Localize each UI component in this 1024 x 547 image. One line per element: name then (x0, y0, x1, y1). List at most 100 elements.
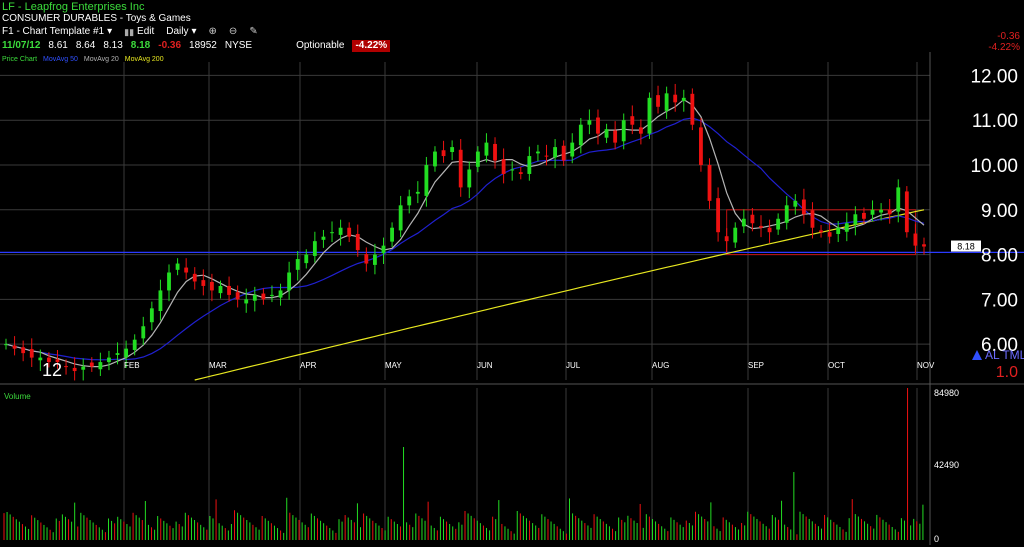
quote-line: 11/07/12 8.61 8.64 8.13 8.18 -0.36 18952… (2, 40, 391, 52)
draw-pencil-icon[interactable]: ✎ (249, 26, 258, 37)
candle-body (578, 124, 583, 146)
candle-body (759, 225, 763, 228)
ma20-path (5, 98, 925, 368)
price-tick-label: 9.00 (981, 201, 1018, 222)
candle-body (175, 263, 180, 270)
candle-body (38, 357, 43, 361)
candle-body (304, 254, 309, 264)
candle-body (124, 348, 129, 358)
candle-body (784, 205, 789, 223)
candle-body (862, 212, 866, 219)
quote-open: 8.61 (48, 40, 68, 51)
candle-body (844, 223, 849, 232)
volume-tick-label: 84980 (934, 388, 959, 398)
candle-body (896, 187, 901, 212)
candle-body (330, 232, 334, 234)
volume-axis: 84980 42490 0 Volume (4, 388, 959, 544)
candle-body (415, 191, 420, 194)
legend-ma50[interactable]: MovAvg 50 (43, 56, 78, 63)
candle-body (390, 227, 394, 242)
ma200-line (194, 209, 925, 381)
price-tick-label: 10.00 (970, 156, 1018, 177)
candle-body (656, 95, 660, 107)
candle-body (244, 299, 249, 304)
candle-body (596, 117, 600, 134)
month-tick-label: OCT (828, 361, 845, 370)
candle-body (776, 218, 781, 230)
candle-body (913, 233, 918, 246)
candle-body (510, 169, 515, 171)
volume-bars (3, 388, 924, 540)
candle-body (879, 209, 884, 213)
zoom-in-icon[interactable]: ⊕ (208, 26, 217, 37)
month-tick-label: APR (300, 361, 317, 370)
template-dropdown[interactable]: F1 - Chart Template #1 ▾ (2, 26, 112, 38)
candle-body (853, 214, 858, 225)
badge-value: 1.0 (996, 364, 1018, 381)
quote-low: 8.13 (103, 40, 123, 51)
candle-body (201, 280, 206, 286)
candle-body (312, 241, 317, 256)
candle-body (810, 210, 815, 228)
volume-tick-label: 42490 (934, 460, 959, 470)
candle-body (158, 290, 163, 312)
candle-body (887, 209, 892, 215)
candle-body (458, 149, 463, 188)
candle-body (209, 281, 214, 291)
candle-body (338, 227, 343, 235)
candle-body (493, 143, 497, 161)
candle-body (467, 169, 472, 188)
price-tick-label: 8.00 (981, 246, 1018, 267)
template-label: F1 - Chart Template #1 (2, 26, 105, 37)
support-line (0, 209, 1024, 256)
candle-body (398, 205, 403, 231)
last-price-tag (951, 240, 981, 252)
month-tick-label: SEP (748, 361, 764, 370)
candle-body (89, 362, 94, 367)
candle-body (167, 272, 171, 291)
candle-body (733, 227, 738, 243)
candle-body (613, 130, 618, 143)
month-axis: FEB MAR APR MAY JUN JUL AUG SEP OCT NOV 12 (42, 360, 935, 380)
candle-body (227, 285, 231, 295)
candle-body (287, 272, 292, 291)
legend-price-chart[interactable]: Price Chart (2, 56, 38, 63)
edit-label: Edit (137, 26, 155, 37)
candle-body (433, 151, 437, 167)
candle-body (55, 359, 60, 363)
candle-body (664, 93, 669, 111)
legend-ma20[interactable]: MovAvg 20 (83, 56, 119, 63)
candle-body (261, 293, 266, 300)
candle-body (364, 254, 369, 264)
candle-body (12, 345, 17, 349)
candle-body (115, 353, 120, 355)
last-price-label: 8.18 (957, 242, 975, 252)
chevron-down-icon: ▾ (191, 26, 197, 37)
candle-body (536, 151, 540, 154)
month-tick-label: AUG (652, 361, 669, 370)
candle-body (441, 150, 446, 157)
quote-exchange: NYSE (224, 40, 253, 51)
legend-ma200[interactable]: MovAvg 200 (124, 56, 164, 63)
month-tick-label: MAY (385, 361, 402, 370)
candle-body (716, 198, 721, 233)
candle-body (81, 366, 86, 370)
candle-body (870, 209, 875, 215)
chart-annotations: AL TML 1.0 (972, 348, 1024, 381)
price-tick-label: 11.00 (972, 111, 1018, 132)
bar-chart-icon: ▮▮ (124, 27, 135, 37)
candle-body (381, 245, 386, 254)
edit-button[interactable]: ▮▮ Edit (124, 26, 154, 38)
candle-body (673, 94, 678, 103)
candle-body (724, 236, 729, 242)
zoom-out-icon[interactable]: ⊖ (228, 26, 238, 37)
badge-letters: AL TML (985, 348, 1024, 362)
candle-body (132, 339, 137, 350)
period-dropdown[interactable]: Daily ▾ (166, 26, 196, 38)
price-axis: 12.00 11.00 10.00 9.00 8.00 7.00 6.00 8.18 (951, 66, 1018, 356)
candle-body (621, 120, 626, 142)
quote-date: 11/07/12 (2, 40, 41, 51)
month-tick-label: JUN (477, 361, 493, 370)
candle-body (149, 308, 154, 323)
